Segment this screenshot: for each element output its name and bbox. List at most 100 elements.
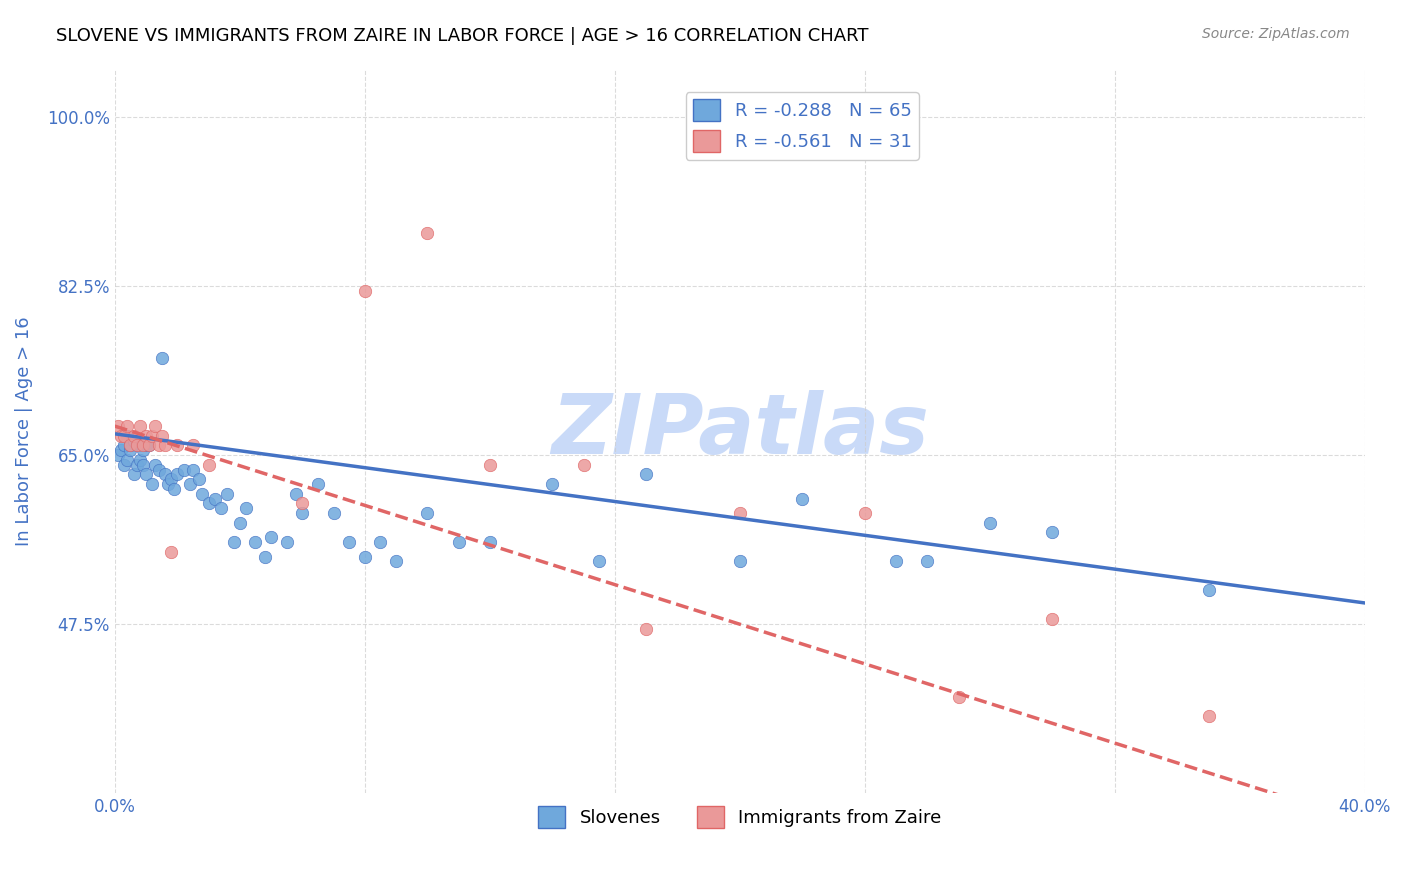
Point xyxy=(229,516,252,530)
Point xyxy=(917,554,939,568)
Point xyxy=(276,535,298,549)
Point xyxy=(110,443,132,458)
Legend: Slovenes, Immigrants from Zaire: Slovenes, Immigrants from Zaire xyxy=(531,798,949,835)
Point xyxy=(166,438,188,452)
Point xyxy=(979,516,1001,530)
Point xyxy=(478,458,501,472)
Point xyxy=(792,491,814,506)
Point xyxy=(153,438,176,452)
Point xyxy=(478,535,501,549)
Point xyxy=(120,443,142,458)
Point xyxy=(385,554,408,568)
Point xyxy=(125,438,148,452)
Point xyxy=(132,458,155,472)
Point xyxy=(141,429,163,443)
Text: Source: ZipAtlas.com: Source: ZipAtlas.com xyxy=(1202,27,1350,41)
Point xyxy=(447,535,470,549)
Point xyxy=(107,419,129,434)
Point xyxy=(588,554,610,568)
Point xyxy=(291,506,314,520)
Point xyxy=(141,477,163,491)
Point xyxy=(166,467,188,482)
Point xyxy=(337,535,360,549)
Point xyxy=(1040,612,1063,626)
Point xyxy=(181,438,204,452)
Point xyxy=(634,622,657,636)
Point xyxy=(135,467,157,482)
Point xyxy=(291,496,314,510)
Point xyxy=(150,351,173,366)
Point xyxy=(128,419,150,434)
Point xyxy=(117,419,139,434)
Point xyxy=(572,458,595,472)
Point xyxy=(416,506,439,520)
Point xyxy=(1198,583,1220,598)
Point xyxy=(135,429,157,443)
Point xyxy=(112,458,135,472)
Point xyxy=(117,429,139,443)
Point xyxy=(634,467,657,482)
Point xyxy=(197,496,219,510)
Point xyxy=(117,453,139,467)
Point xyxy=(132,438,155,452)
Point xyxy=(253,549,276,564)
Point xyxy=(128,453,150,467)
Point xyxy=(148,462,170,476)
Point xyxy=(138,438,160,452)
Point xyxy=(120,438,142,452)
Point xyxy=(122,434,145,448)
Point xyxy=(209,501,232,516)
Point xyxy=(156,477,179,491)
Point xyxy=(285,487,308,501)
Point xyxy=(197,458,219,472)
Point xyxy=(1198,709,1220,723)
Point xyxy=(135,438,157,452)
Point xyxy=(122,467,145,482)
Point xyxy=(148,438,170,452)
Point xyxy=(235,501,257,516)
Point xyxy=(163,482,186,496)
Point xyxy=(260,530,283,544)
Y-axis label: In Labor Force | Age > 16: In Labor Force | Age > 16 xyxy=(15,316,32,546)
Point xyxy=(125,458,148,472)
Point xyxy=(853,506,876,520)
Text: SLOVENE VS IMMIGRANTS FROM ZAIRE IN LABOR FORCE | AGE > 16 CORRELATION CHART: SLOVENE VS IMMIGRANTS FROM ZAIRE IN LABO… xyxy=(56,27,869,45)
Point xyxy=(153,467,176,482)
Point xyxy=(191,487,214,501)
Point xyxy=(132,443,155,458)
Point xyxy=(245,535,267,549)
Point xyxy=(728,554,751,568)
Point xyxy=(204,491,226,506)
Point xyxy=(110,429,132,443)
Point xyxy=(145,458,167,472)
Point xyxy=(145,419,167,434)
Point xyxy=(138,438,160,452)
Point xyxy=(107,448,129,462)
Point xyxy=(370,535,392,549)
Point xyxy=(948,690,970,704)
Point xyxy=(120,438,142,452)
Point xyxy=(353,549,375,564)
Point xyxy=(125,438,148,452)
Point xyxy=(322,506,344,520)
Point xyxy=(112,438,135,452)
Text: ZIPatlas: ZIPatlas xyxy=(551,391,929,472)
Point xyxy=(160,472,183,486)
Point xyxy=(884,554,907,568)
Point xyxy=(173,462,195,476)
Point xyxy=(179,477,201,491)
Point xyxy=(728,506,751,520)
Point xyxy=(160,545,183,559)
Point xyxy=(128,438,150,452)
Point xyxy=(122,429,145,443)
Point xyxy=(541,477,564,491)
Point xyxy=(353,284,375,298)
Point xyxy=(416,226,439,240)
Point xyxy=(217,487,239,501)
Point xyxy=(1040,525,1063,540)
Point xyxy=(188,472,211,486)
Point xyxy=(150,429,173,443)
Point xyxy=(307,477,329,491)
Point xyxy=(181,462,204,476)
Point xyxy=(222,535,245,549)
